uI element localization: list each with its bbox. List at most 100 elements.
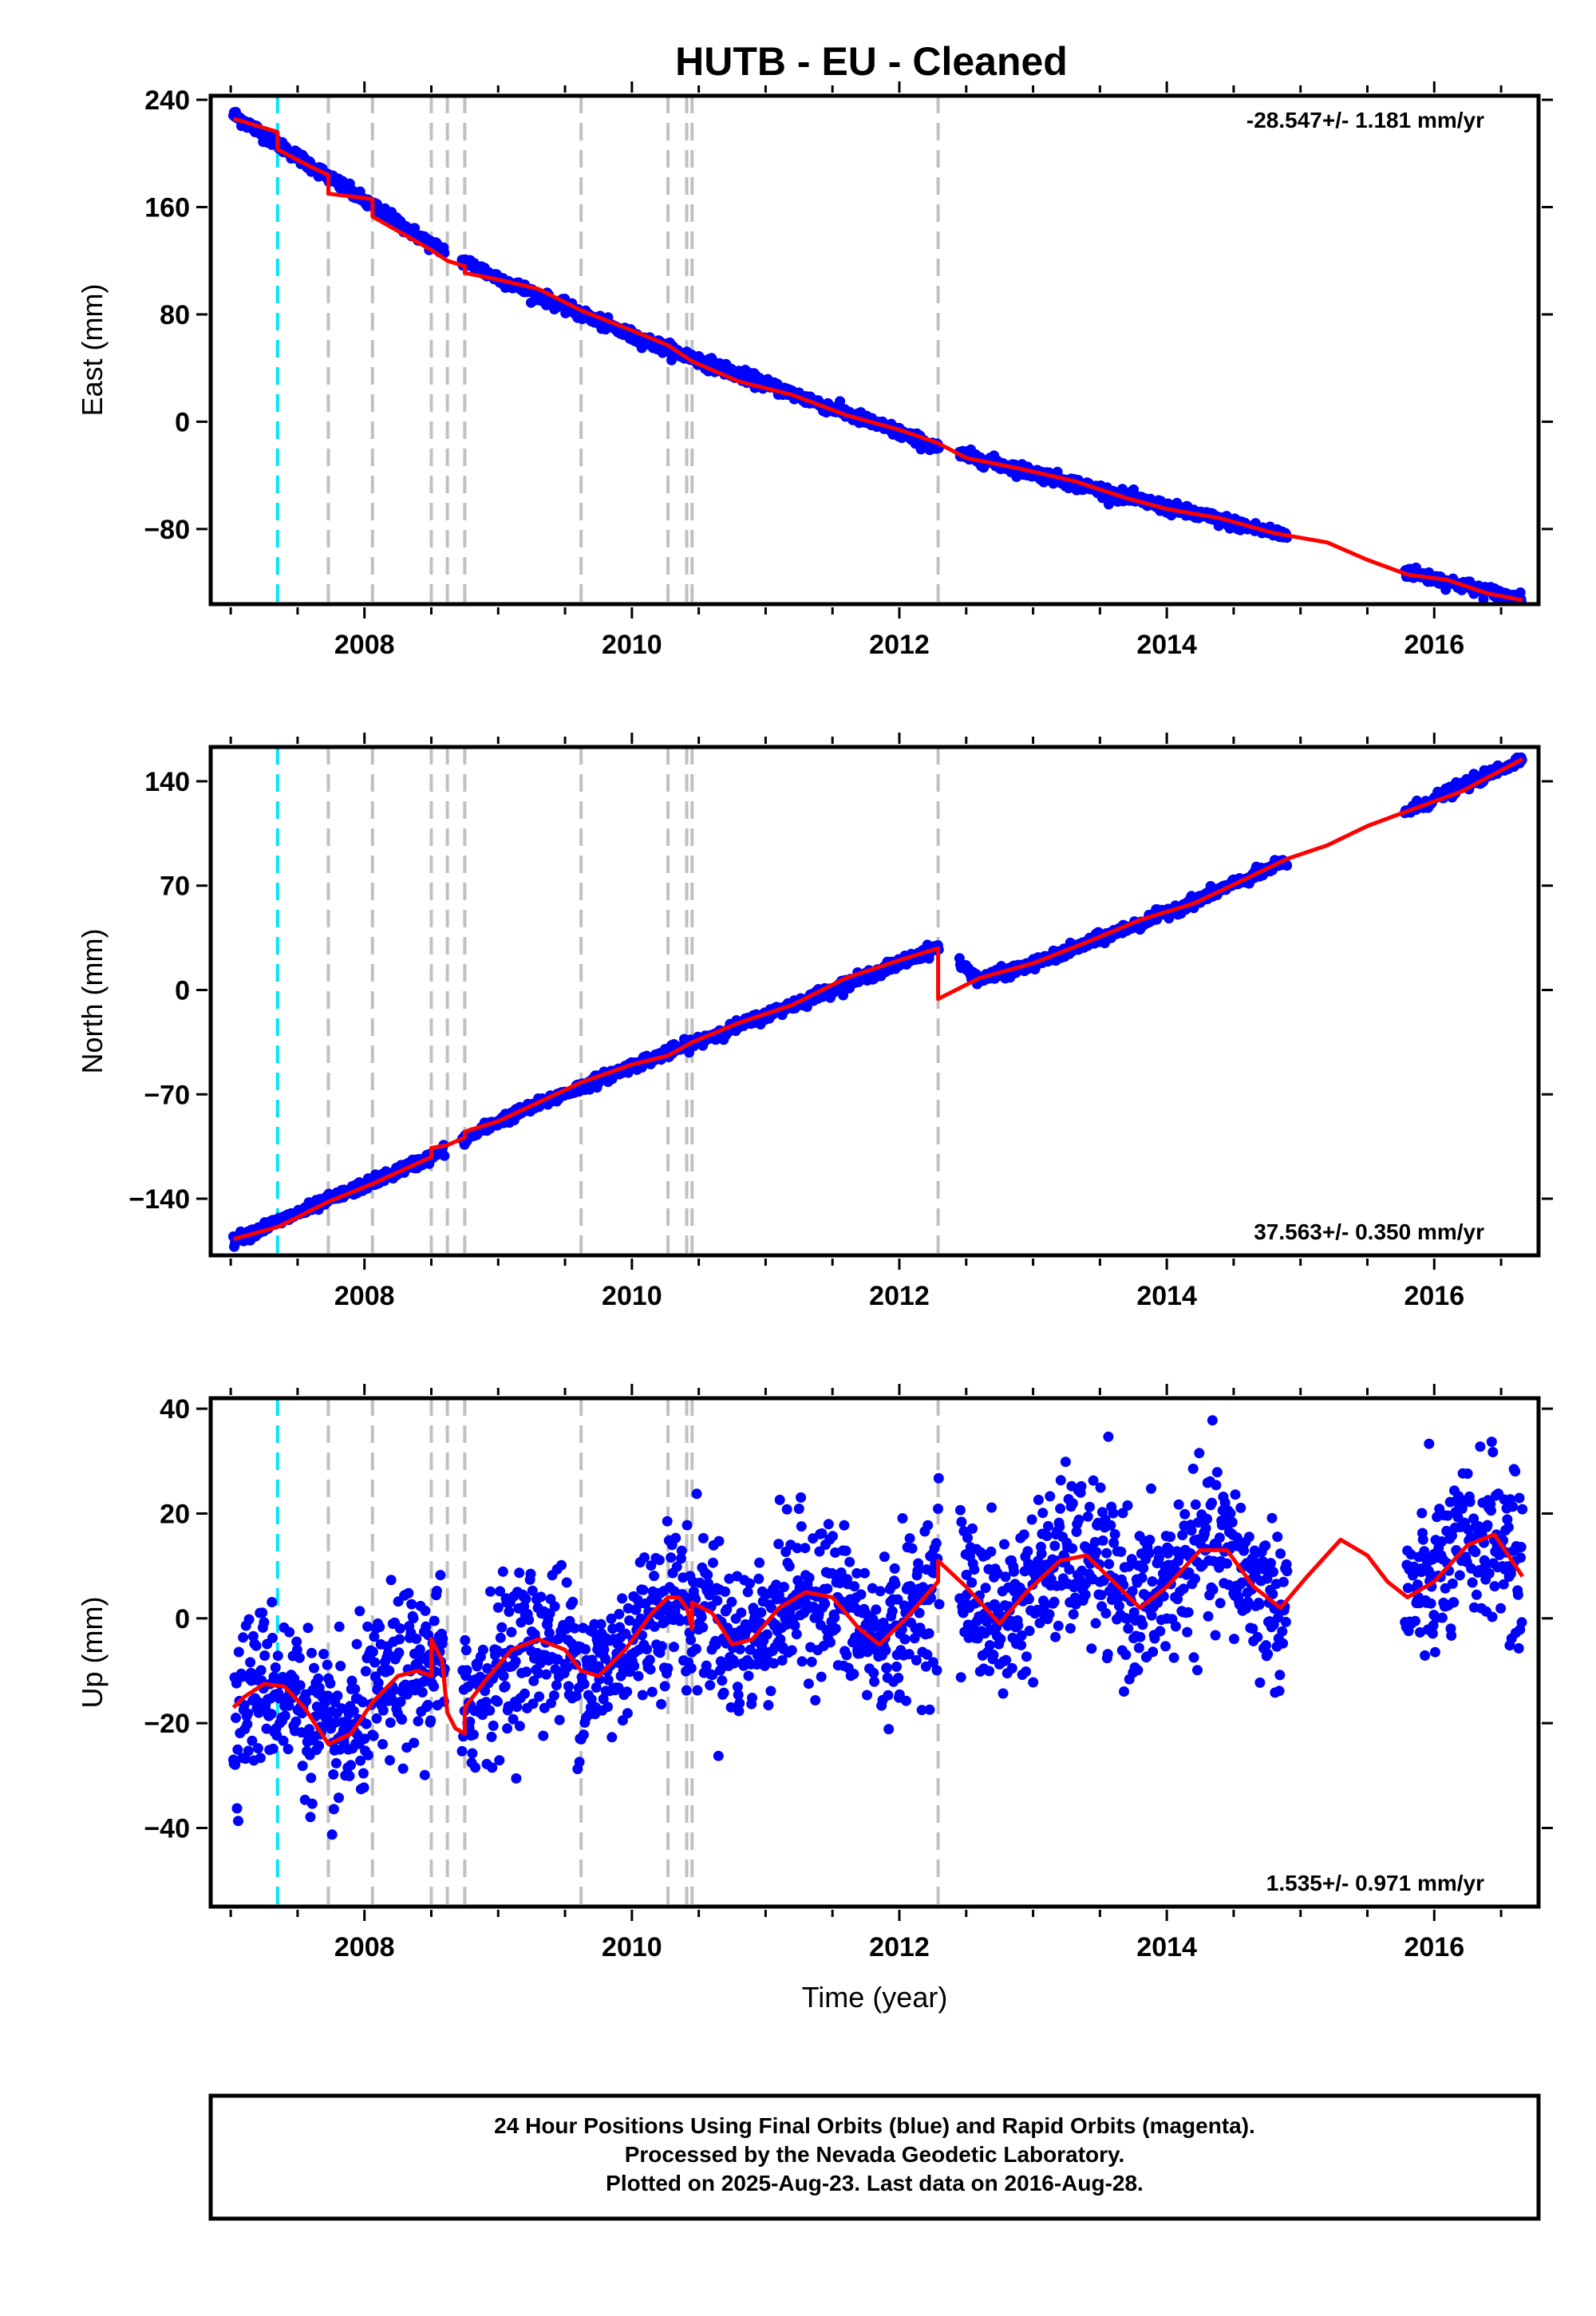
- data-point: [510, 1656, 521, 1667]
- data-point: [1071, 1526, 1082, 1537]
- data-point: [534, 1691, 545, 1702]
- data-point: [1034, 1618, 1045, 1629]
- data-point: [734, 1697, 745, 1709]
- data-point: [1049, 1596, 1060, 1607]
- data-point: [729, 1658, 740, 1669]
- data-point: [330, 1757, 342, 1769]
- footer-line-3: Plotted on 2025-Aug-23. Last data on 201…: [606, 2171, 1144, 2195]
- data-point: [1238, 1545, 1250, 1556]
- data-point: [272, 1650, 283, 1662]
- data-point: [1122, 1500, 1133, 1511]
- data-point: [425, 1715, 437, 1726]
- data-point: [1254, 1599, 1265, 1611]
- data-point: [1160, 1641, 1171, 1652]
- data-point: [403, 1587, 414, 1599]
- data-point: [614, 1609, 625, 1619]
- data-point: [720, 1586, 731, 1597]
- data-point: [1100, 1608, 1112, 1618]
- data-point: [1089, 1536, 1100, 1547]
- data-point: [578, 1729, 589, 1741]
- data-point: [561, 1623, 571, 1634]
- data-point: [291, 1644, 302, 1655]
- data-point: [498, 1670, 509, 1682]
- data-point: [1178, 1583, 1189, 1595]
- data-point: [928, 1657, 938, 1668]
- data-point: [328, 1804, 339, 1815]
- data-point: [1049, 1540, 1061, 1551]
- data-point: [696, 1611, 707, 1622]
- data-point: [397, 1714, 408, 1725]
- data-point: [494, 1755, 505, 1766]
- data-point: [417, 1687, 428, 1697]
- data-point: [497, 1566, 508, 1577]
- data-point: [1282, 1566, 1293, 1577]
- data-point: [814, 1546, 825, 1557]
- data-point: [306, 1647, 317, 1658]
- data-point: [907, 1543, 918, 1554]
- data-point: [606, 1613, 617, 1624]
- data-point: [1482, 1520, 1493, 1531]
- data-point: [1050, 1631, 1061, 1642]
- rate-annotation: -28.547+/- 1.181 mm/yr: [1246, 108, 1484, 132]
- data-point: [602, 1674, 614, 1686]
- data-point: [362, 1621, 373, 1632]
- data-point: [322, 1659, 333, 1670]
- data-point: [1235, 1502, 1246, 1513]
- data-point: [1149, 1633, 1160, 1644]
- data-point: [1512, 1589, 1523, 1600]
- data-point: [1203, 1611, 1214, 1622]
- data-point: [773, 1589, 784, 1600]
- data-point: [395, 1696, 406, 1707]
- data-point: [869, 1676, 880, 1687]
- data-point: [1222, 1558, 1232, 1569]
- data-point: [1016, 1630, 1027, 1641]
- data-point: [1268, 1567, 1278, 1578]
- data-point: [656, 1641, 667, 1652]
- data-point: [1028, 1677, 1039, 1688]
- y-tick-label: −140: [128, 1184, 190, 1215]
- data-point: [1103, 1431, 1114, 1442]
- data-point: [967, 1523, 978, 1534]
- data-point: [887, 1606, 898, 1617]
- data-point: [810, 1695, 821, 1705]
- data-point: [304, 1724, 314, 1735]
- data-point: [916, 1705, 927, 1716]
- chart-title: HUTB - EU - Cleaned: [675, 39, 1068, 84]
- data-point: [844, 1556, 855, 1567]
- data-point: [1146, 1483, 1156, 1494]
- data-point: [422, 1699, 433, 1710]
- data-point: [1267, 1588, 1278, 1599]
- data-point: [1187, 1463, 1199, 1474]
- data-point: [1121, 1613, 1132, 1624]
- data-point: [1045, 1491, 1056, 1502]
- y-tick-label: −80: [144, 515, 190, 545]
- data-point: [1148, 1646, 1159, 1658]
- data-point: [1507, 1501, 1519, 1512]
- data-point: [243, 1745, 254, 1757]
- data-point: [1200, 1523, 1211, 1534]
- data-point: [775, 1634, 786, 1645]
- data-point: [233, 1816, 243, 1827]
- data-point: [543, 1627, 555, 1638]
- data-point: [649, 1621, 660, 1632]
- data-point: [492, 1645, 503, 1656]
- panel-frame: [208, 1396, 1541, 1909]
- data-point: [1144, 1535, 1156, 1545]
- data-point: [966, 1577, 978, 1588]
- data-point: [830, 1623, 841, 1634]
- data-point: [1278, 1638, 1289, 1649]
- data-point: [1425, 1598, 1436, 1609]
- data-point: [922, 1520, 934, 1531]
- data-point: [676, 1545, 687, 1556]
- data-point: [1260, 1540, 1271, 1551]
- model-curve: [232, 117, 1523, 603]
- data-point: [1498, 1579, 1509, 1590]
- data-point: [1039, 1600, 1050, 1611]
- data-point: [477, 1644, 488, 1655]
- data-point: [691, 1488, 702, 1500]
- data-point: [413, 1716, 424, 1727]
- data-point: [548, 1690, 559, 1701]
- data-point: [306, 1773, 317, 1784]
- y-tick-label: 240: [144, 85, 190, 116]
- data-point: [552, 1654, 563, 1665]
